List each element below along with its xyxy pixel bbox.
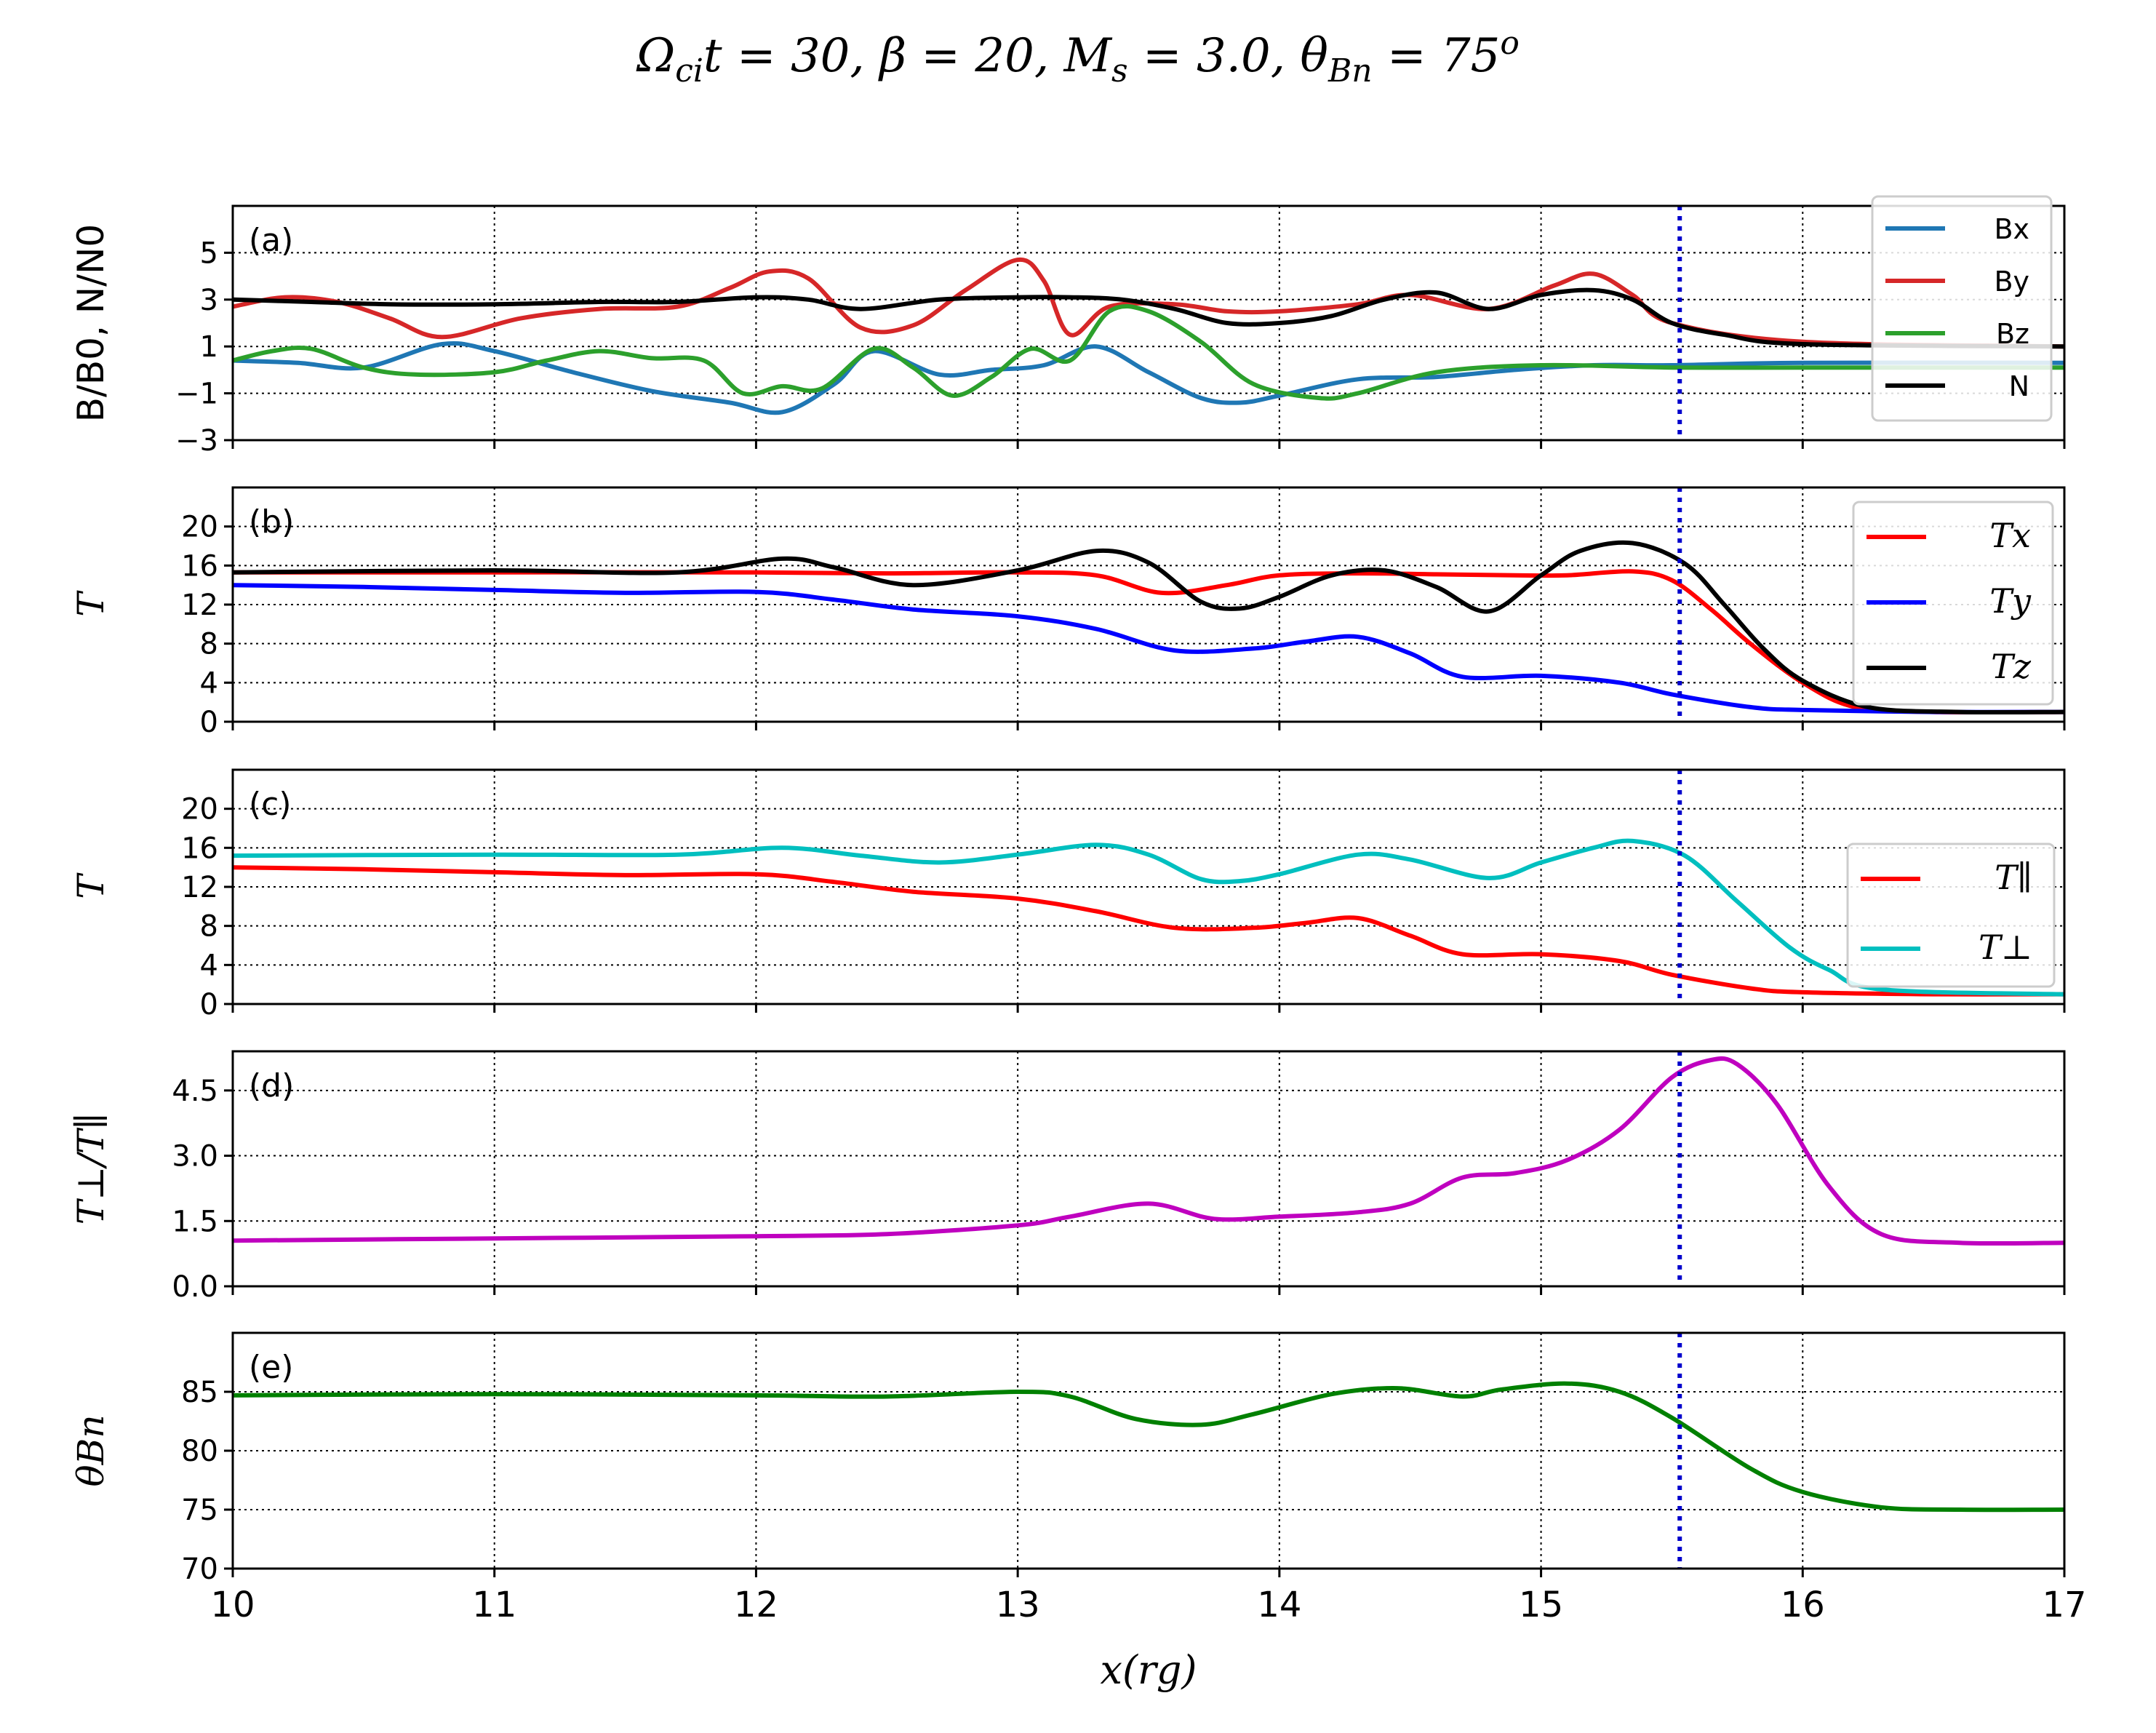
panel-label: (a) <box>249 222 293 259</box>
series-line-theta <box>233 1381 2064 1513</box>
legend-a: Bx By Bz N <box>1871 195 2053 422</box>
y-axis-label: T <box>70 590 112 617</box>
ytick-label: −3 <box>175 424 218 458</box>
xtick-label: 14 <box>1257 1585 1301 1625</box>
ytick-label: 8 <box>200 910 218 944</box>
panel-c: 0 4 8 12 16 20 (c) T <box>70 768 2066 1021</box>
ytick-label: −1 <box>175 378 218 411</box>
series-line-n <box>233 287 2064 349</box>
axes-frame <box>231 204 2066 442</box>
panel-label: (b) <box>249 503 294 541</box>
ytick-label: 75 <box>181 1494 218 1527</box>
y-axis-label: B/B0, N/N0 <box>70 224 112 423</box>
legend-box <box>1852 501 2054 706</box>
series-line-tpar <box>233 865 2064 997</box>
ytick-label: 16 <box>181 832 218 865</box>
figure-title: Ωcit = 30, β = 20, Ms = 3.0, θBn = 75o <box>636 25 1520 89</box>
ytick-label: 8 <box>200 628 218 661</box>
legend-b: Tx Ty Tz <box>1852 501 2054 706</box>
axes-frame <box>231 1050 2066 1288</box>
legend-label: Ty <box>1989 581 2032 621</box>
ytick-label: 85 <box>181 1376 218 1409</box>
x-axis-label: x(rg) <box>1101 1647 1197 1693</box>
ytick-label: 0 <box>200 706 218 739</box>
legend-label: Tx <box>1989 516 2031 555</box>
panel-b: 0 4 8 12 16 20 (b) T <box>70 486 2066 739</box>
legend-label: Bz <box>1996 318 2029 350</box>
ytick-label: 12 <box>181 871 218 904</box>
series-line-tz <box>233 540 2064 715</box>
ytick-label: 3.0 <box>172 1140 218 1174</box>
legend-label: T⊥ <box>1979 928 2032 967</box>
xtick-label: 16 <box>1781 1585 1825 1625</box>
ytick-label: 12 <box>181 589 218 622</box>
ytick-label: 16 <box>181 549 218 583</box>
y-axis-label: T <box>70 872 112 899</box>
legend-label: T∥ <box>1995 858 2032 897</box>
ytick-label: 80 <box>181 1435 218 1468</box>
legend-label: By <box>1994 266 2029 298</box>
ytick-label: 20 <box>181 511 218 544</box>
xtick-label: 15 <box>1519 1585 1563 1625</box>
ytick-label: 1.5 <box>172 1205 218 1238</box>
series-line-tperp <box>233 838 2064 997</box>
legend-box <box>1871 195 2053 422</box>
series-line-tx <box>233 569 2064 715</box>
xtick-label: 17 <box>2042 1585 2086 1625</box>
ytick-label: 4 <box>200 666 218 700</box>
panel-label: (c) <box>249 786 292 823</box>
ytick-label: 3 <box>200 284 218 317</box>
ytick-label: 70 <box>181 1553 218 1586</box>
ytick-label: 20 <box>181 793 218 826</box>
ytick-label: 5 <box>200 236 218 270</box>
panel-e: 70 75 80 85 (e) θBn <box>70 1331 2066 1586</box>
series-line-bx <box>233 340 2064 415</box>
series-line-by <box>233 258 2064 349</box>
ytick-label: 0 <box>200 988 218 1021</box>
panel-label: (e) <box>249 1349 293 1386</box>
xtick-label: 12 <box>734 1585 778 1625</box>
panel-label: (d) <box>249 1067 294 1104</box>
series-line-ratio <box>233 1056 2064 1246</box>
ytick-label: 0.0 <box>172 1270 218 1304</box>
panel-d: 0.0 1.5 3.0 4.5 (d) T⊥/T∥ <box>70 1050 2066 1304</box>
y-axis-label: T⊥/T∥ <box>70 1113 112 1225</box>
legend-label: Bx <box>1994 213 2029 245</box>
panel-a: −3 −1 1 3 5 (a) B/B0, N/N0 <box>70 204 2066 458</box>
ytick-label: 1 <box>200 330 218 364</box>
xtick-label: 11 <box>472 1585 516 1625</box>
y-axis-label: θBn <box>70 1414 112 1486</box>
xtick-label: 13 <box>996 1585 1040 1625</box>
legend-label: N <box>2009 370 2029 402</box>
ytick-label: 4 <box>200 949 218 982</box>
series-line-bz <box>233 304 2064 401</box>
legend-label: Tz <box>1991 647 2032 686</box>
ytick-label: 4.5 <box>172 1075 218 1108</box>
xtick-label: 10 <box>210 1585 255 1625</box>
legend-c: T∥ T⊥ <box>1846 842 2056 988</box>
series-line-ty <box>233 583 2064 714</box>
